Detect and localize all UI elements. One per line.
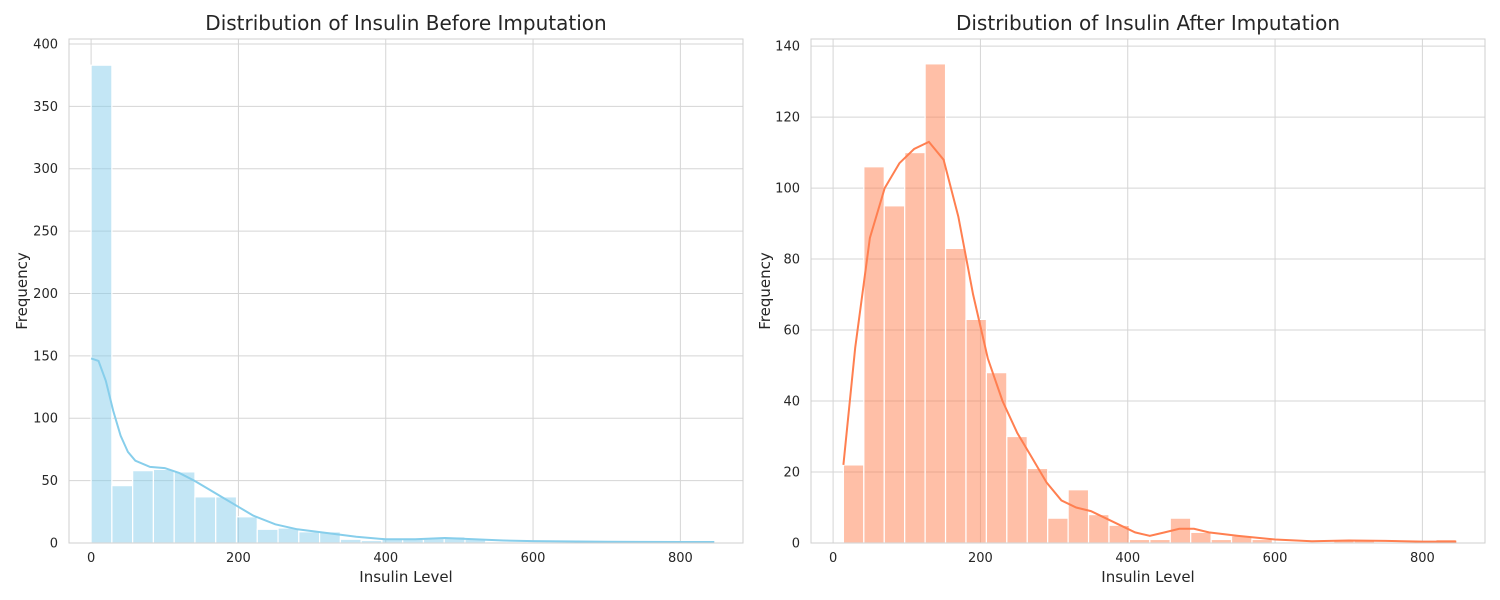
x-tick-label: 0	[87, 551, 95, 566]
histogram-bar	[90, 64, 113, 544]
y-tick-label: 120	[775, 111, 800, 126]
y-tick-label: 80	[783, 253, 800, 268]
y-tick-label: 0	[792, 537, 800, 552]
histogram-bar	[339, 538, 362, 544]
histogram-bar	[904, 151, 926, 544]
histogram-bar	[985, 372, 1008, 544]
y-tick-label: 100	[33, 412, 58, 427]
x-tick-label: 0	[829, 551, 837, 566]
y-axis-label: Frequency	[756, 252, 774, 330]
x-tick-label: 400	[373, 551, 398, 566]
x-tick-labels: 0 200 400 600 800	[829, 551, 1435, 566]
histogram-bar	[1251, 538, 1274, 544]
histogram-bar	[132, 470, 155, 544]
histogram-bar	[944, 247, 967, 544]
y-tick-label: 140	[775, 40, 800, 55]
histogram-bar	[277, 527, 300, 544]
kde-curve	[842, 140, 1457, 543]
x-tick-label: 800	[668, 551, 693, 566]
x-tick-labels: 0 200 400 600 800	[87, 551, 693, 566]
histogram-bar	[194, 496, 217, 544]
kde-curve	[90, 357, 715, 543]
chart-title: Distribution of Insulin Before Imputatio…	[205, 11, 606, 35]
y-tick-label: 350	[33, 100, 58, 115]
x-axis-label: Insulin Level	[359, 568, 452, 586]
histogram-bar	[1210, 538, 1233, 544]
histogram-bar	[256, 528, 279, 544]
grid-lines	[69, 39, 743, 544]
y-tick-label: 20	[783, 466, 800, 481]
histogram-bar	[1128, 538, 1151, 544]
histogram-bar	[298, 531, 321, 544]
y-tick-label: 60	[783, 324, 800, 339]
y-tick-labels: 0 50 100 150 200 250 300 350 400	[33, 37, 58, 551]
histogram-bar	[1149, 538, 1171, 544]
y-tick-label: 300	[33, 162, 58, 177]
histogram-bar	[152, 468, 175, 544]
y-tick-label: 40	[783, 395, 800, 410]
chart-after-imputation: 0 200 400 600 800 0 20 40 60 80 100 120 140 Distrib…	[756, 11, 1486, 586]
histogram-bar	[1006, 435, 1028, 544]
y-axis-label: Frequency	[13, 252, 31, 330]
y-tick-label: 200	[33, 287, 58, 302]
y-tick-label: 250	[33, 225, 58, 240]
histogram-bar	[111, 485, 134, 544]
plot-frame	[68, 38, 744, 544]
x-axis-label: Insulin Level	[1101, 568, 1194, 586]
histogram-bars	[90, 64, 715, 544]
histogram-bar	[1067, 489, 1090, 544]
x-tick-label: 800	[1410, 551, 1435, 566]
histogram-bar	[924, 63, 947, 544]
y-tick-label: 400	[33, 37, 58, 52]
histogram-bar	[1190, 531, 1212, 544]
y-tick-labels: 0 20 40 60 80 100 120 140	[775, 40, 800, 552]
histogram-bar	[173, 471, 196, 544]
y-tick-label: 150	[33, 349, 58, 364]
y-tick-label: 0	[50, 537, 58, 552]
histogram-bar	[235, 516, 258, 544]
x-tick-label: 400	[1115, 551, 1140, 566]
x-tick-label: 200	[226, 551, 251, 566]
x-tick-label: 200	[968, 551, 993, 566]
histogram-bar	[883, 205, 906, 544]
histogram-bars	[842, 63, 1457, 544]
x-tick-label: 600	[521, 551, 546, 566]
y-tick-label: 100	[775, 182, 800, 197]
histogram-bar	[1047, 517, 1069, 544]
x-tick-label: 600	[1263, 551, 1288, 566]
chart-title: Distribution of Insulin After Imputation	[956, 11, 1340, 35]
histogram-bar	[842, 464, 865, 544]
chart-before-imputation: 0 200 400 600 800 0 50 100 150 200 250 300 350 400 D…	[13, 11, 744, 586]
y-tick-label: 50	[41, 474, 58, 489]
plot-frame	[810, 38, 1486, 544]
histogram-bar	[965, 318, 988, 544]
